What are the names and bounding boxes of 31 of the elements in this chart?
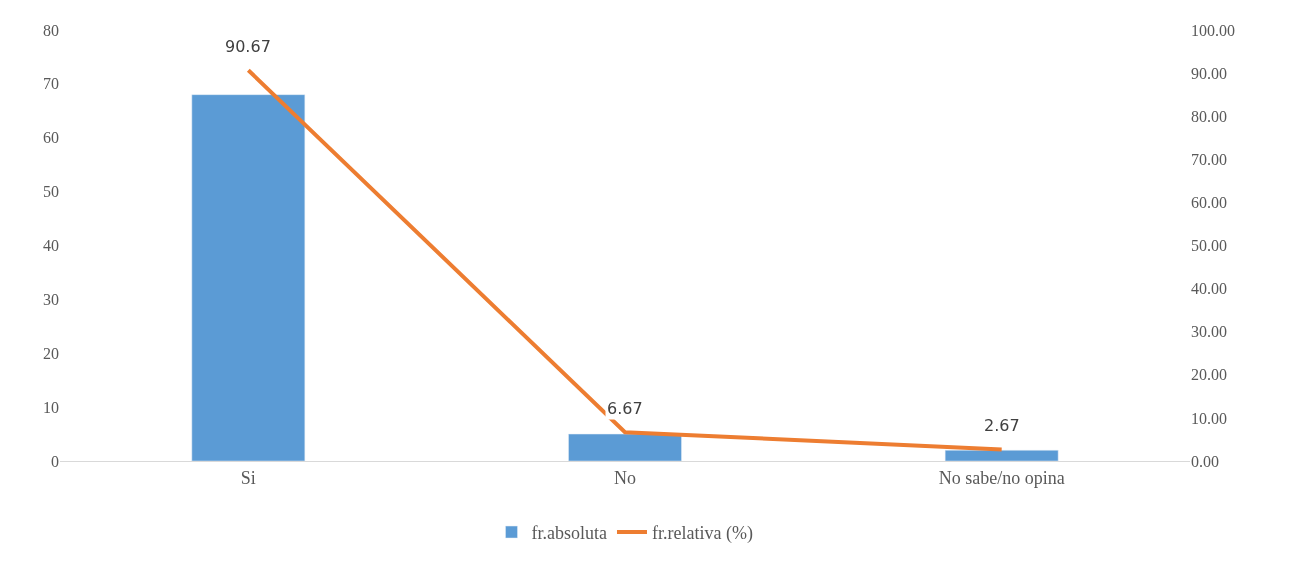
legend-label: fr.relativa (%): [651, 523, 753, 545]
y2-tick-label: 0.00: [1191, 452, 1219, 470]
bar: [568, 433, 682, 461]
y-tick-label: 60: [43, 129, 59, 147]
data-label: 2.67: [984, 416, 1020, 435]
y-tick-label: 70: [43, 75, 59, 93]
y-tick-label: 40: [43, 237, 59, 255]
y2-tick-label: 100.00: [1191, 21, 1235, 39]
x-tick-label: No: [614, 467, 636, 488]
y-tick-label: 0: [51, 452, 59, 470]
y2-tick-label: 60.00: [1191, 194, 1227, 211]
y2-tick-label: 50.00: [1191, 237, 1227, 255]
bar: [944, 449, 1059, 461]
y2-tick-label: 70.00: [1191, 150, 1227, 168]
x-tick-label: Si: [240, 467, 256, 488]
y-tick-label: 80: [43, 21, 59, 39]
y2-tick-label: 80.00: [1191, 107, 1227, 125]
y-tick-label: 10: [43, 398, 59, 416]
y2-tick-label: 20.00: [1191, 366, 1227, 384]
legend-label: fr.absoluta: [531, 523, 607, 544]
y-tick-label: 50: [43, 183, 59, 201]
y-tick-label: 30: [43, 290, 59, 308]
y2-tick-label: 90.00: [1191, 64, 1227, 82]
data-label: 6.67: [607, 399, 643, 418]
y2-tick-label: 40.00: [1191, 280, 1227, 298]
data-label: 90.67: [225, 37, 271, 56]
y-tick-label: 20: [43, 344, 59, 362]
x-tick-label: No sabe/no opina: [938, 467, 1065, 488]
y2-tick-label: 30.00: [1191, 323, 1227, 341]
bar: [191, 94, 306, 461]
y2-tick-label: 10.00: [1191, 409, 1227, 427]
